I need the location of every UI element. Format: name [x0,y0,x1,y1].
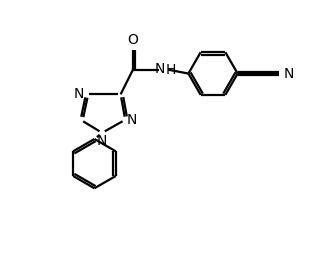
Text: N: N [284,67,294,81]
Text: N: N [74,87,84,101]
Text: N: N [155,62,165,76]
Text: O: O [127,32,138,47]
Text: N: N [127,113,137,127]
Text: H: H [165,63,176,77]
Text: N: N [97,134,107,148]
